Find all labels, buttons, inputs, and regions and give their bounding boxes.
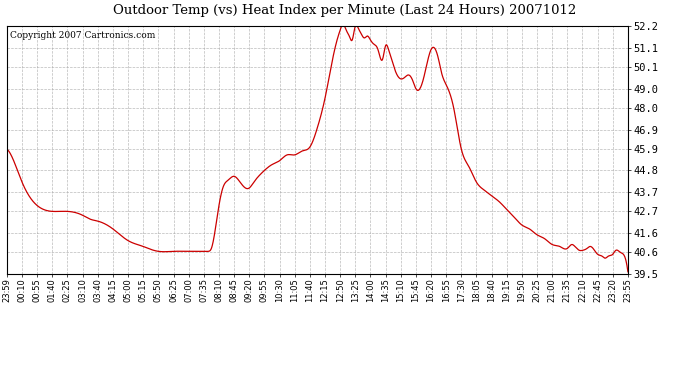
Text: Outdoor Temp (vs) Heat Index per Minute (Last 24 Hours) 20071012: Outdoor Temp (vs) Heat Index per Minute … [113, 4, 577, 17]
Text: Copyright 2007 Cartronics.com: Copyright 2007 Cartronics.com [10, 31, 155, 40]
